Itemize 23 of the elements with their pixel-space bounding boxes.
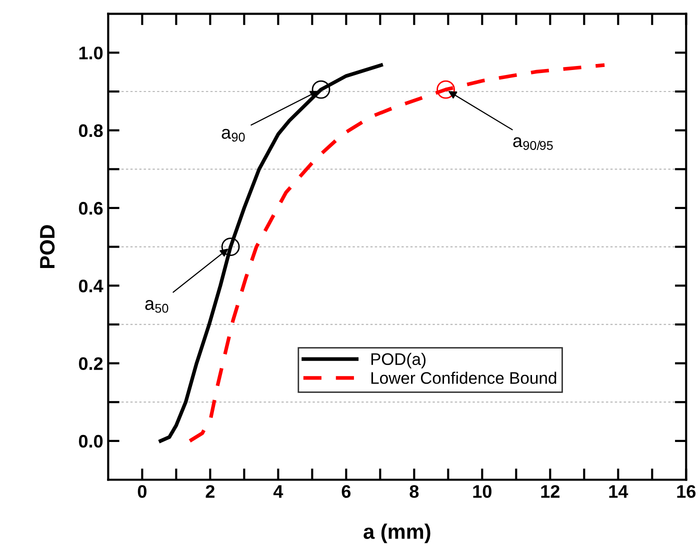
y-tick-label: 0.2 [78,357,103,370]
x-tick-label: 10 [473,485,492,498]
y-tick-label: 0.0 [78,434,103,448]
y-tick-label: 0.4 [78,280,104,292]
y-tick-label: 1.0 [79,46,103,60]
annotation: a$_{90}$ [222,128,245,142]
legend-label: POD(a) [371,352,426,368]
x-tick-label: 0 [138,485,146,498]
x-tick-label: 12 [541,485,560,498]
x-tick-label: 2 [206,485,214,498]
x-tick-label: 16 [677,485,696,498]
y-axis-title: POD [40,225,55,268]
y-tick-label: 0.8 [78,124,103,138]
x-tick-label: 4 [273,485,284,498]
x-tick-label: 14 [609,485,628,498]
y-tick-label: 0.6 [78,202,103,215]
line-series [188,63,606,443]
annotation: a$_{90/95}$ [513,137,553,150]
x-axis-title: a (mm) [364,524,430,544]
x-tick-label: 6 [342,485,351,498]
legend-label: Lower Confidence Bound [371,372,556,384]
annotation: a$_{50}$ [145,300,168,313]
x-tick-label: 8 [410,485,419,498]
